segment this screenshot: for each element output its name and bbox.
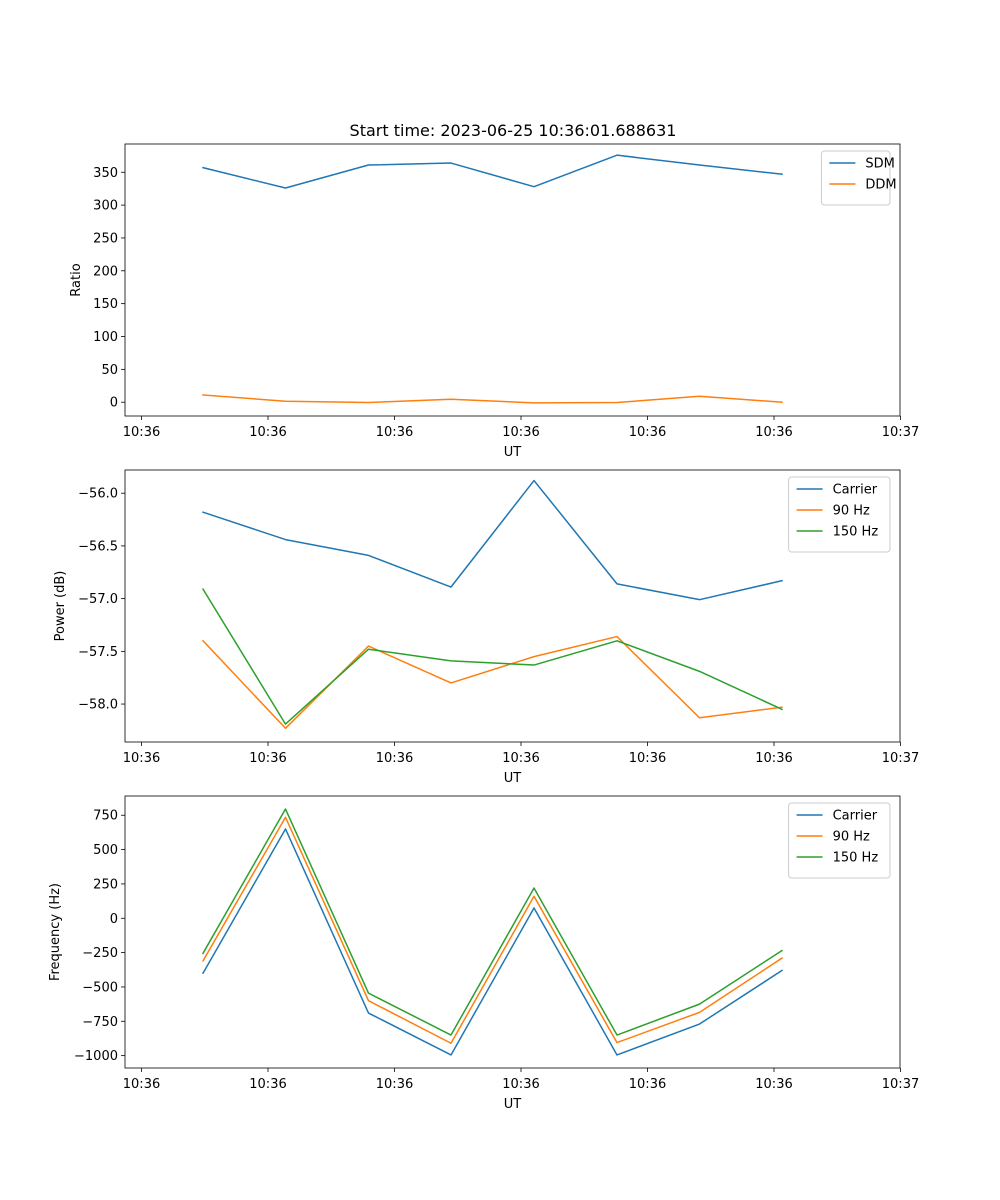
x-tick-label: 10:36 bbox=[376, 425, 413, 440]
legend-label: Carrier bbox=[833, 483, 878, 498]
y-tick-label: −500 bbox=[82, 980, 118, 995]
x-axis-label: UT bbox=[504, 771, 522, 786]
x-axis-label: UT bbox=[504, 1097, 522, 1112]
series-line-sdm bbox=[202, 154, 783, 189]
plot-frame bbox=[124, 143, 901, 417]
x-tick-label: 10:36 bbox=[376, 751, 413, 766]
x-tick-label: 10:36 bbox=[123, 1077, 160, 1092]
plot-frame bbox=[124, 795, 901, 1069]
y-tick-label: −250 bbox=[82, 946, 118, 961]
legend-box bbox=[788, 476, 891, 553]
y-axis-label: Ratio bbox=[69, 263, 84, 296]
chart-panel-2: 10:36 10:36 10:36 10:36 10:36 10:36 10:37 −58.0… bbox=[53, 469, 919, 786]
x-tick-label: 10:36 bbox=[249, 751, 286, 766]
legend-label: DDM bbox=[865, 178, 896, 193]
chart-panel-1: 10:36 10:36 10:36 10:36 10:36 10:36 10:37 0 50 10… bbox=[69, 143, 919, 460]
x-tick-label: 10:36 bbox=[502, 425, 539, 440]
series-line-90-hz bbox=[201, 635, 783, 730]
x-tick-label: 10:36 bbox=[249, 1077, 286, 1092]
series-line-90-hz bbox=[201, 816, 784, 1045]
y-axis-label: Power (dB) bbox=[53, 571, 68, 642]
x-axis-label: UT bbox=[504, 445, 522, 460]
y-tick-label: 200 bbox=[93, 264, 118, 279]
x-tick-label: 10:36 bbox=[502, 1077, 539, 1092]
y-tick-label: 50 bbox=[101, 363, 118, 378]
x-tick-label: 10:36 bbox=[376, 1077, 413, 1092]
y-tick-label: −56.0 bbox=[78, 487, 118, 502]
chart-title: Start time: 2023-06-25 10:36:01.688631 bbox=[350, 121, 677, 140]
y-tick-label: 300 bbox=[93, 199, 118, 214]
legend-label: 90 Hz bbox=[833, 504, 870, 519]
y-tick-label: 250 bbox=[93, 877, 118, 892]
series-line-carrier bbox=[202, 479, 783, 601]
legend-box bbox=[788, 802, 891, 879]
y-tick-label: 250 bbox=[93, 231, 118, 246]
y-tick-label: 100 bbox=[93, 330, 118, 345]
plot-frame bbox=[124, 469, 901, 743]
x-tick-label: 10:36 bbox=[629, 751, 666, 766]
y-tick-label: −56.5 bbox=[78, 539, 118, 554]
y-tick-label: 0 bbox=[110, 396, 118, 411]
series-line-150-hz bbox=[201, 588, 783, 725]
x-tick-label: 10:37 bbox=[882, 751, 919, 766]
y-tick-label: 350 bbox=[93, 166, 118, 181]
legend-label: 90 Hz bbox=[833, 830, 870, 845]
y-tick-label: −750 bbox=[82, 1015, 118, 1030]
x-tick-label: 10:36 bbox=[123, 751, 160, 766]
series-line-ddm bbox=[202, 394, 783, 404]
y-axis-label: Frequency (Hz) bbox=[48, 883, 63, 981]
y-tick-label: 0 bbox=[110, 912, 118, 927]
x-tick-label: 10:36 bbox=[502, 751, 539, 766]
legend-label: Carrier bbox=[833, 809, 878, 824]
y-tick-label: 150 bbox=[93, 297, 118, 312]
y-tick-label: −1000 bbox=[74, 1049, 118, 1064]
legend: Carrier 90 Hz 150 Hz bbox=[788, 802, 891, 879]
series-line-150-hz bbox=[201, 808, 784, 1036]
legend-label: SDM bbox=[865, 157, 894, 172]
x-tick-label: 10:37 bbox=[882, 1077, 919, 1092]
legend: SDM DDM bbox=[820, 150, 897, 206]
legend-box bbox=[820, 150, 891, 206]
y-tick-label: −58.0 bbox=[78, 698, 118, 713]
y-tick-label: 500 bbox=[93, 843, 118, 858]
legend: Carrier 90 Hz 150 Hz bbox=[788, 476, 891, 553]
legend-label: 150 Hz bbox=[833, 525, 879, 540]
y-tick-label: 750 bbox=[93, 809, 118, 824]
x-tick-label: 10:36 bbox=[755, 1077, 792, 1092]
x-tick-label: 10:37 bbox=[882, 425, 919, 440]
x-tick-label: 10:36 bbox=[755, 751, 792, 766]
x-tick-label: 10:36 bbox=[755, 425, 792, 440]
x-tick-label: 10:36 bbox=[629, 1077, 666, 1092]
chart-panel-3: 10:36 10:36 10:36 10:36 10:36 10:36 10:37 −1000… bbox=[48, 795, 919, 1112]
x-tick-label: 10:36 bbox=[123, 425, 160, 440]
legend-label: 150 Hz bbox=[833, 851, 879, 866]
x-tick-label: 10:36 bbox=[249, 425, 286, 440]
y-tick-label: −57.0 bbox=[78, 592, 118, 607]
x-tick-label: 10:36 bbox=[629, 425, 666, 440]
series-line-carrier bbox=[201, 828, 784, 1056]
y-tick-label: −57.5 bbox=[78, 645, 118, 660]
